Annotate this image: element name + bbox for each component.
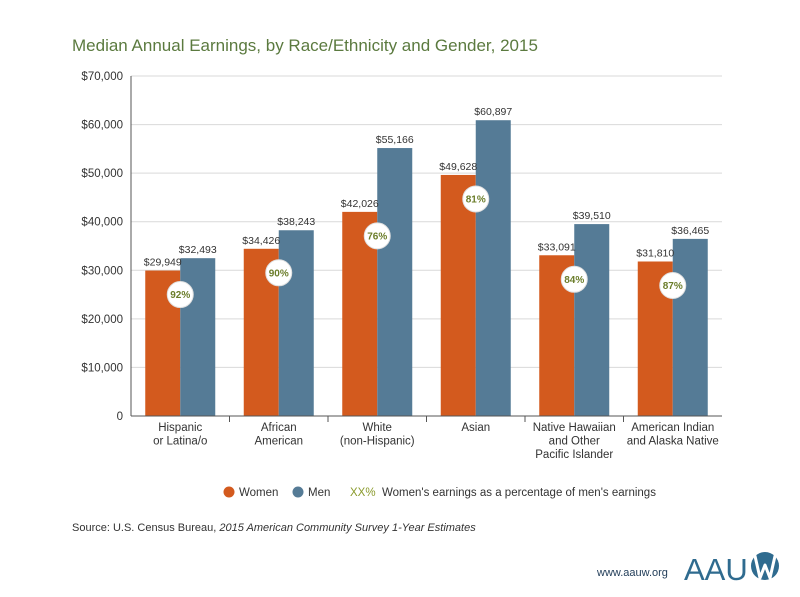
percent-label: 84% [564, 275, 584, 286]
data-label-men: $32,493 [179, 244, 217, 256]
legend-percent-description: Women's earnings as a percentage of men'… [382, 487, 656, 499]
data-label-men: $55,166 [376, 134, 414, 146]
category-label: White (non-Hispanic) [340, 422, 415, 448]
percent-badge [363, 222, 391, 250]
data-label-women: $33,091 [538, 241, 576, 253]
y-tick-label: $60,000 [81, 120, 123, 132]
logo-w-mark-icon [751, 552, 779, 580]
aauw-logo: AAU [684, 552, 779, 587]
data-label-men: $60,897 [474, 106, 512, 118]
source-prefix: Source: U.S. Census Bureau, [72, 522, 219, 534]
data-label-men: $38,243 [277, 216, 315, 228]
y-tick-label: $70,000 [81, 71, 123, 83]
legend-men-label: Men [308, 487, 330, 499]
bars: $29,949$32,493 92% $34,426 $38,243 90% $42,02… [144, 106, 709, 417]
bar-men [278, 230, 314, 416]
percent-label: 90% [269, 268, 289, 279]
percent-badge [462, 185, 490, 213]
logo-wordmark: AAU [684, 552, 748, 587]
y-gridlines [131, 75, 722, 368]
bar-men [377, 148, 413, 417]
source-survey-name: 2015 American Community Survey 1-Year Es… [218, 522, 476, 534]
y-axis-ticks: 0 $10,000 $20,000 $30,000 $40,000 $50,000 $60,… [81, 71, 132, 423]
percent-label: 76% [367, 231, 387, 242]
legend-men-swatch [292, 486, 304, 498]
bar-men [180, 258, 216, 416]
bar-men [475, 120, 511, 416]
data-label-women: $31,810 [636, 247, 674, 259]
bar-women [440, 174, 476, 416]
legend-percent-marker: XX% [350, 487, 376, 499]
y-tick-label: $20,000 [81, 314, 123, 326]
category-label: Asian [461, 422, 490, 434]
x-axis [131, 415, 722, 422]
y-tick-label: $30,000 [81, 265, 123, 277]
category-labels: Hispanic or Latina/o African American White(… [153, 422, 719, 461]
source-note: Source: U.S. Census Bureau, 2015 America… [72, 522, 476, 534]
y-tick-label: $50,000 [81, 168, 123, 180]
data-label-women: $42,026 [341, 198, 379, 210]
data-label-women: $34,426 [242, 235, 280, 247]
data-label-men: $39,510 [573, 210, 611, 222]
percent-badge [560, 265, 588, 293]
data-label-men: $36,465 [671, 225, 709, 237]
category-label: Hispanic or Latina/o [153, 422, 207, 448]
legend-women-label: Women [239, 487, 278, 499]
percent-badge [265, 259, 293, 287]
data-label-women: $49,628 [439, 161, 477, 173]
percent-badge [659, 271, 687, 299]
percent-label: 81% [466, 194, 486, 205]
data-label-women: $29,949 [144, 257, 182, 269]
category-label: African American [254, 422, 303, 448]
bar-men [574, 224, 610, 416]
category-label: Native Hawaiian and Other Pacific Islander [533, 422, 616, 461]
y-tick-label: 0 [117, 411, 123, 423]
bar-men [672, 238, 708, 416]
percent-badge [166, 281, 194, 309]
legend: Women Men XX% Women's earnings as a perc… [223, 486, 656, 499]
website-url[interactable]: www.aauw.org [596, 567, 668, 579]
percent-label: 87% [663, 281, 683, 292]
legend-women-swatch [223, 486, 235, 498]
y-tick-label: $10,000 [81, 362, 123, 374]
y-tick-label: $40,000 [81, 217, 123, 229]
category-label: American Indian and Alaska Native [627, 422, 719, 448]
percent-label: 92% [170, 290, 190, 301]
chart-title: Median Annual Earnings, by Race/Ethnicit… [72, 36, 538, 55]
